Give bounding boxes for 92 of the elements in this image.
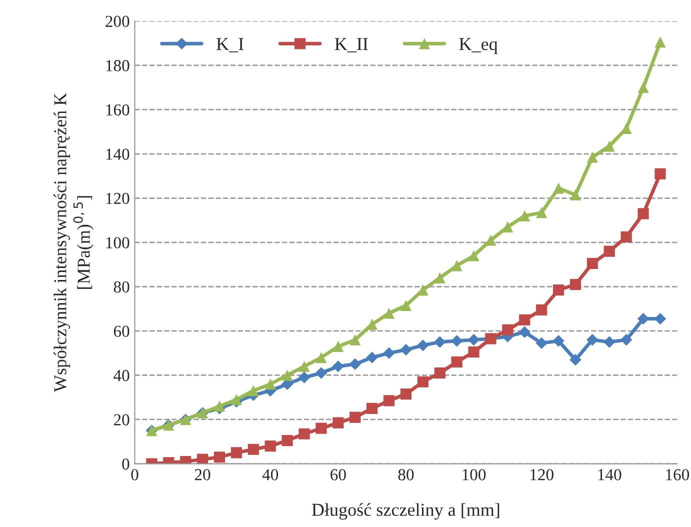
point bbox=[603, 336, 616, 348]
point bbox=[316, 352, 327, 364]
point bbox=[316, 422, 327, 434]
point bbox=[502, 324, 514, 336]
point bbox=[519, 314, 530, 326]
point bbox=[383, 395, 395, 406]
point bbox=[248, 385, 259, 396]
point bbox=[350, 412, 361, 423]
point bbox=[214, 452, 226, 463]
x-tick-label: 40 bbox=[262, 469, 278, 480]
point bbox=[654, 36, 666, 48]
point bbox=[586, 258, 598, 270]
point bbox=[519, 210, 530, 222]
y-tick-label: 180 bbox=[106, 60, 130, 72]
y-tick-label: 60 bbox=[114, 326, 130, 337]
x-tick-label: 120 bbox=[530, 469, 554, 480]
point bbox=[417, 339, 429, 352]
point bbox=[264, 440, 276, 452]
point bbox=[468, 250, 480, 262]
point bbox=[536, 337, 548, 350]
x-axis-title: Długość szczeliny a [mm] bbox=[312, 503, 500, 520]
point bbox=[315, 367, 328, 379]
point bbox=[230, 447, 242, 458]
point bbox=[350, 334, 361, 346]
y-tick-label: 80 bbox=[114, 281, 130, 293]
point bbox=[570, 278, 582, 290]
point bbox=[570, 189, 582, 200]
point bbox=[451, 356, 462, 368]
point bbox=[400, 300, 412, 312]
point bbox=[604, 140, 615, 152]
y-tick-label: 40 bbox=[114, 370, 130, 382]
point bbox=[349, 358, 361, 370]
y-tick-label: 160 bbox=[106, 104, 130, 116]
point bbox=[451, 260, 462, 272]
point bbox=[586, 334, 598, 346]
point bbox=[638, 208, 649, 220]
x-tick-label: 0 bbox=[131, 469, 138, 480]
point bbox=[434, 336, 446, 348]
point bbox=[282, 434, 293, 446]
point bbox=[298, 372, 310, 384]
point bbox=[298, 428, 310, 440]
point bbox=[366, 352, 378, 364]
point bbox=[638, 82, 649, 94]
point bbox=[332, 360, 344, 372]
point bbox=[552, 182, 564, 194]
y-tick-label: 140 bbox=[106, 148, 130, 160]
point bbox=[366, 402, 378, 414]
point bbox=[654, 168, 666, 180]
point bbox=[298, 360, 310, 372]
point bbox=[620, 334, 632, 346]
y-tick-label: 120 bbox=[106, 192, 130, 204]
point bbox=[502, 221, 514, 232]
x-tick-label: 20 bbox=[194, 469, 210, 480]
point bbox=[468, 346, 480, 358]
legend-label: K_II bbox=[334, 38, 368, 52]
legend-label: K_eq bbox=[459, 38, 498, 54]
y-tick-label: 200 bbox=[106, 16, 130, 28]
point bbox=[552, 284, 564, 296]
point bbox=[248, 444, 259, 455]
point bbox=[586, 152, 598, 163]
point bbox=[450, 335, 463, 347]
x-tick-label: 80 bbox=[398, 469, 414, 480]
point bbox=[230, 394, 242, 406]
x-tick-label: 100 bbox=[462, 469, 486, 480]
point bbox=[434, 272, 446, 284]
x-tick-label: 60 bbox=[330, 469, 346, 480]
point bbox=[332, 340, 344, 352]
point bbox=[536, 304, 548, 316]
y-tick-label: 100 bbox=[106, 237, 130, 248]
point bbox=[383, 347, 395, 359]
point bbox=[282, 370, 293, 381]
y-tick-label: 20 bbox=[114, 414, 130, 426]
point bbox=[400, 344, 412, 356]
point bbox=[620, 231, 632, 242]
y-axis-title: Współczynnik intensywności naprężeń K [MPa(m)$^{0,5}$] bbox=[54, 92, 94, 392]
legend-label: K_I bbox=[216, 38, 244, 52]
point bbox=[400, 388, 412, 400]
y-tick-label: 0 bbox=[122, 458, 130, 470]
point bbox=[417, 376, 428, 388]
point bbox=[214, 400, 226, 412]
point bbox=[604, 246, 615, 257]
x-tick-label: 140 bbox=[598, 469, 622, 480]
point bbox=[468, 334, 480, 346]
x-tick-label: 160 bbox=[666, 469, 690, 480]
point bbox=[383, 308, 395, 319]
point bbox=[434, 367, 446, 379]
point bbox=[264, 378, 276, 390]
point bbox=[332, 417, 344, 428]
point bbox=[518, 326, 531, 338]
point bbox=[552, 335, 564, 347]
point bbox=[570, 354, 582, 366]
point bbox=[536, 206, 548, 218]
